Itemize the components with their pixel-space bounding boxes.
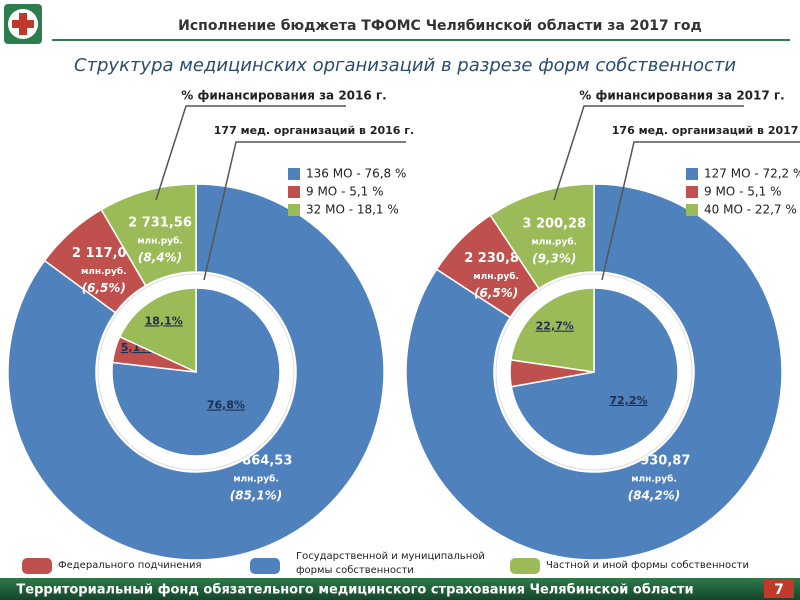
share-label: (6,5%) [82, 281, 126, 295]
inner-legend-label: 40 МО - 22,7 % [704, 203, 797, 217]
chart-title: % финансирования за 2017 г. [579, 89, 784, 103]
legend-swatch [686, 168, 698, 180]
header-title: Исполнение бюджета ТФОМС Челябинской обл… [178, 18, 702, 34]
legend-swatch [22, 558, 52, 574]
inner-label: 76,8% [207, 399, 245, 412]
legend-swatch [686, 204, 698, 216]
legend-label: Федерального подчинения [58, 560, 202, 571]
outer-sector [405, 183, 783, 561]
inner-legend-label: 32 МО - 18,1 % [306, 203, 399, 217]
inner-label: 18,1% [145, 314, 183, 327]
legend-swatch [510, 558, 540, 574]
chart-subtitle: 177 мед. организаций в 2016 г. [214, 124, 414, 137]
legend-swatch [288, 168, 300, 180]
legend-swatch [288, 186, 300, 198]
legend-label: Частной и иной формы собственности [546, 560, 749, 571]
logo [4, 4, 42, 44]
inner-sector [118, 287, 197, 374]
inner-label: 22,7% [536, 320, 574, 333]
outer-sector [100, 183, 197, 287]
unit-label: млн.руб. [81, 266, 127, 277]
inner-legend-label: 9 МО - 5,1 % [704, 185, 782, 199]
legend-label: Государственной и муниципальной формы соб… [296, 551, 485, 576]
chart-subtitle: 176 мед. организаций в 2017 г. [612, 124, 800, 137]
unit-label: млн.руб. [631, 474, 677, 485]
outer-sector [7, 183, 385, 561]
inner-label: 72,2% [609, 394, 647, 407]
legend-line: формы собственности [296, 565, 414, 576]
leader-line [553, 105, 744, 201]
amount-label: 2 230,82 [464, 251, 528, 266]
amount-label: 3 200,28 [522, 216, 586, 231]
leader-line [155, 105, 346, 201]
legend-line: Государственной и муниципальной [296, 551, 485, 562]
inner-legend-label: 9 МО - 5,1 % [306, 185, 384, 199]
unit-label: млн.руб. [137, 235, 183, 246]
share-label: (9,3%) [532, 251, 576, 265]
leader-line [601, 141, 800, 281]
inner-legend-label: 127 МО - 72,2 % [704, 167, 800, 181]
footer-bar [0, 578, 800, 600]
chart-title: % финансирования за 2016 г. [181, 89, 386, 103]
share-label: (8,4%) [138, 250, 182, 264]
unit-label: млн.руб. [531, 236, 577, 247]
inner-sector [111, 287, 281, 457]
footer-text: Территориальный фонд обязательного медиц… [16, 583, 693, 598]
legend-swatch [250, 558, 280, 574]
legend-swatch [288, 204, 300, 216]
outer-sector [489, 183, 595, 290]
page-number: 7 [774, 582, 784, 598]
share-label: (85,1%) [230, 489, 283, 503]
amount-label: 2 731,56 [128, 215, 192, 230]
leader-line [203, 141, 406, 281]
share-label: (84,2%) [628, 489, 681, 503]
page-box [764, 580, 794, 598]
amount-label: 2 117,06 [72, 246, 136, 261]
unit-label: млн.руб. [233, 474, 279, 485]
header-subtitle: Структура медицинских организаций в разр… [74, 55, 736, 76]
inner-legend-label: 136 МО - 76,8 % [306, 167, 406, 181]
inner-sector [510, 287, 595, 373]
unit-label: млн.руб. [473, 271, 519, 282]
share-label: (6,5%) [474, 286, 518, 300]
legend-swatch [686, 186, 698, 198]
